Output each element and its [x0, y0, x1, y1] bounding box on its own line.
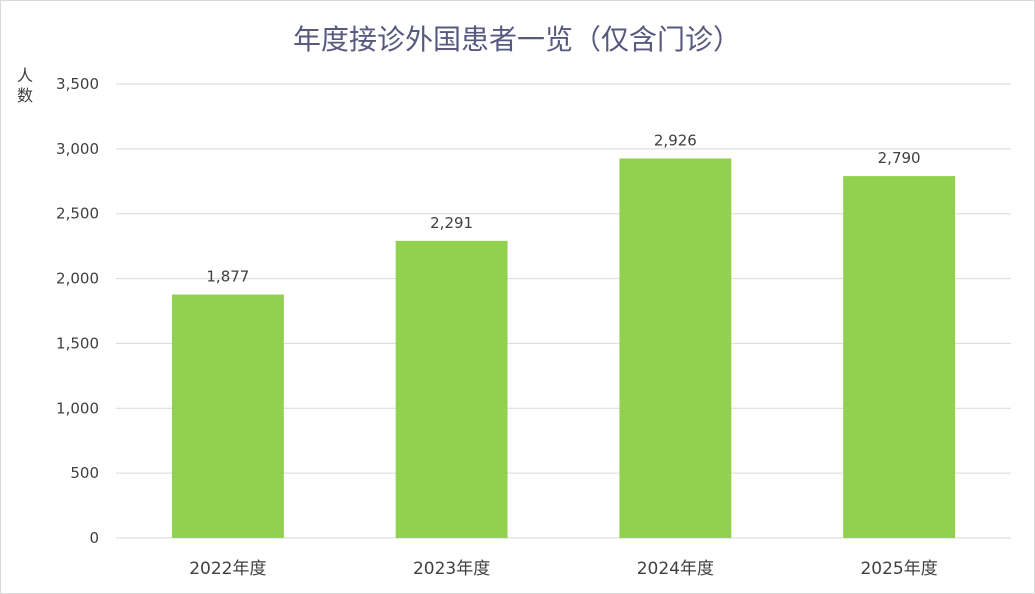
x-tick-label: 2025年度 — [860, 559, 937, 579]
data-label: 2,926 — [654, 131, 697, 149]
data-label: 2,291 — [430, 214, 473, 232]
y-tick-label: 2,000 — [56, 270, 99, 288]
bar — [171, 294, 284, 538]
y-tick-label: 1,500 — [56, 334, 99, 352]
y-axis-label-char: 人 — [17, 66, 33, 85]
y-tick-label: 500 — [70, 464, 99, 482]
value-labels: 1,877 2,291 2,926 2,790 — [206, 131, 920, 285]
y-tick-label: 2,500 — [56, 205, 99, 223]
y-tick-label: 1,000 — [56, 399, 99, 417]
data-label: 2,790 — [878, 149, 921, 167]
x-axis-ticks: 2022年度 2023年度 2024年度 2025年度 — [189, 559, 938, 579]
bars — [171, 158, 956, 538]
bar — [395, 240, 508, 538]
y-tick-label: 0 — [89, 529, 99, 547]
y-axis-ticks: 0 500 1,000 1,500 2,000 2,500 3,000 3,500 — [56, 75, 99, 547]
y-axis-label: 人数 — [17, 66, 33, 105]
x-tick-label: 2022年度 — [189, 559, 266, 579]
y-axis-label-char: 数 — [17, 86, 33, 105]
x-tick-label: 2023年度 — [413, 559, 490, 579]
bar — [843, 176, 956, 538]
y-tick-label: 3,000 — [56, 140, 99, 158]
data-label: 1,877 — [206, 268, 249, 286]
y-tick-label: 3,500 — [56, 75, 99, 93]
bar — [619, 158, 732, 538]
x-tick-label: 2024年度 — [637, 559, 714, 579]
chart-title: 年度接诊外国患者一览（仅含门诊） — [293, 23, 741, 56]
